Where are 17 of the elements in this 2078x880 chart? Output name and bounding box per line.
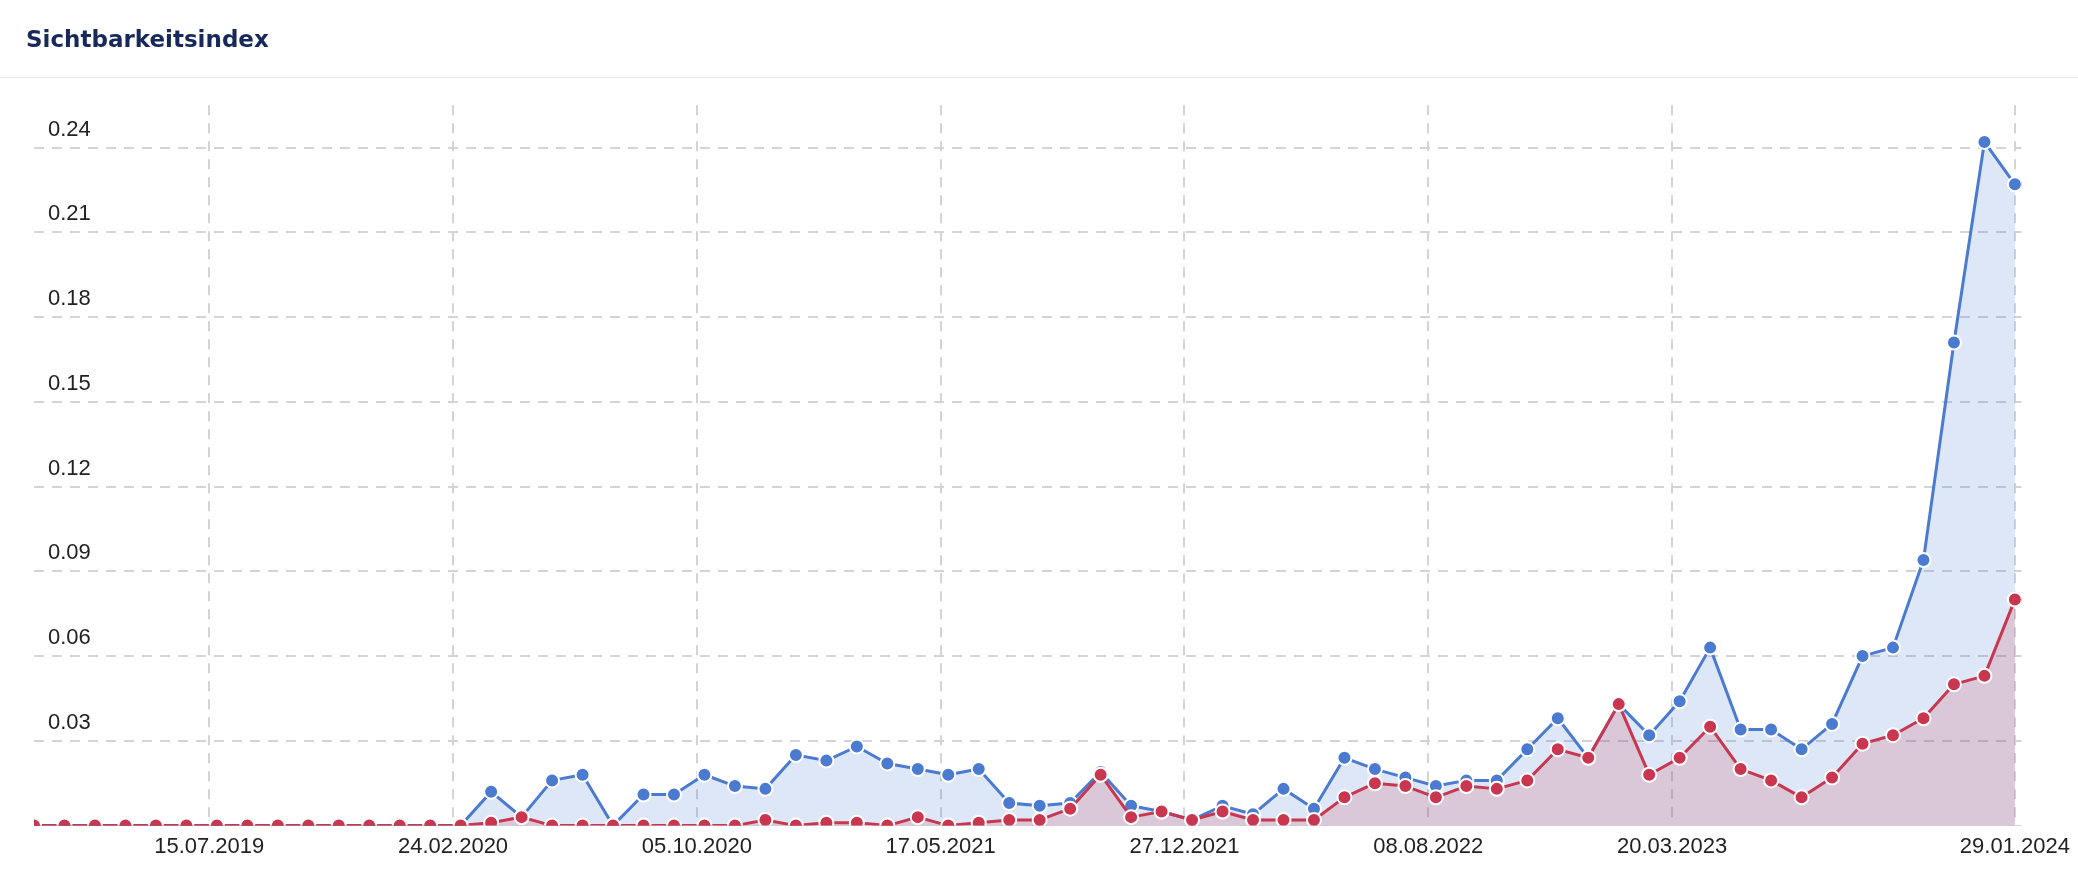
y-tick-label: 0.24 (48, 115, 91, 141)
y-tick-label: 0.06 (48, 624, 91, 650)
x-tick-label: 24.02.2020 (397, 832, 509, 858)
x-tick-label: 20.03.2023 (1617, 832, 1728, 858)
x-tick-label: 17.05.2021 (885, 832, 996, 858)
y-tick-label: 0.15 (48, 369, 91, 395)
y-tick-label: 0.18 (48, 285, 91, 311)
x-tick-label: 08.08.2022 (1373, 832, 1484, 858)
x-tick-label: 27.12.2021 (1129, 832, 1240, 858)
y-tick-label: 0.09 (48, 539, 91, 565)
chart-title: Sichtbarkeitsindex (0, 0, 2078, 78)
y-tick-label: 0.12 (48, 454, 91, 480)
y-tick-label: 0.03 (48, 708, 91, 734)
x-tick-label: 29.01.2024 (1959, 832, 2070, 858)
x-tick-label: 05.10.2020 (641, 832, 752, 858)
x-tick-label: 15.07.2019 (154, 832, 265, 858)
y-tick-label: 0.21 (48, 200, 91, 226)
